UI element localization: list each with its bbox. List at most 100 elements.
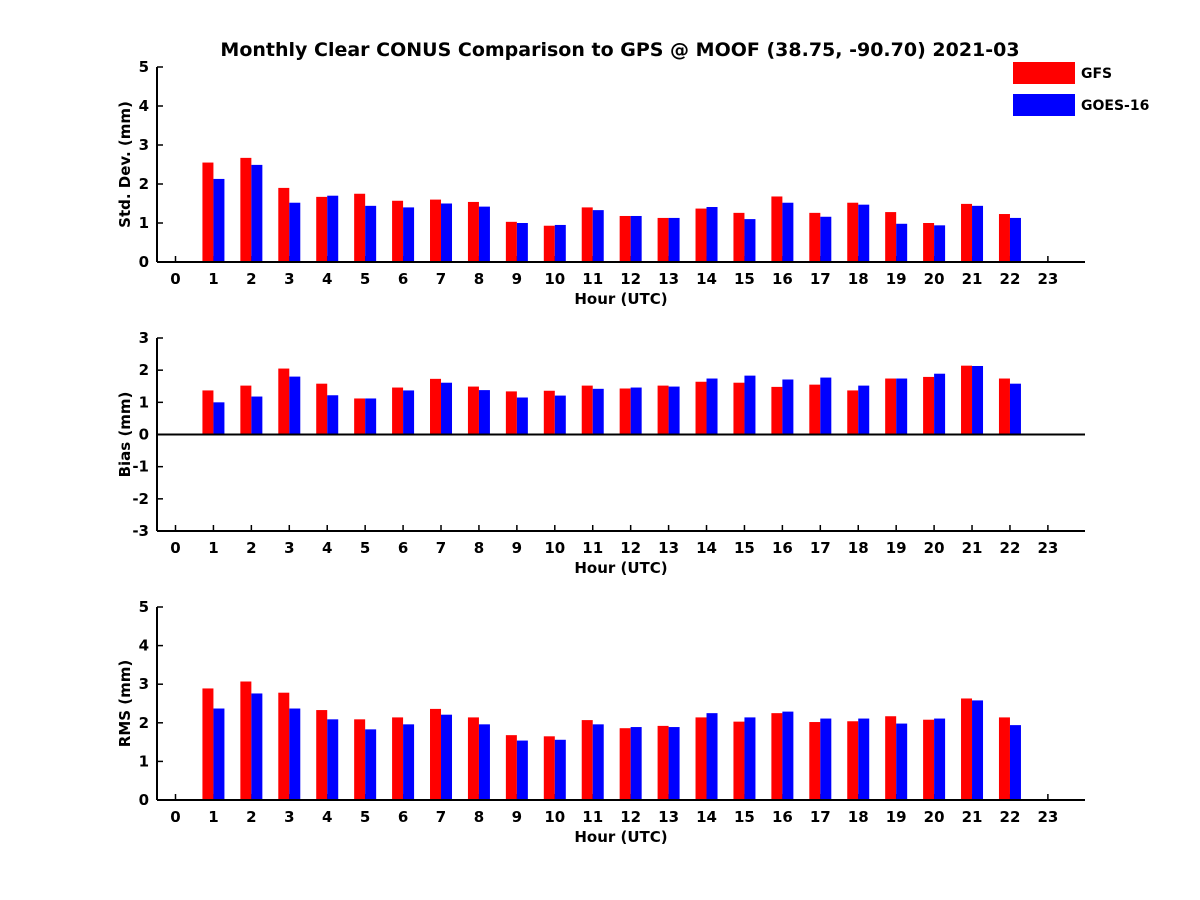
x-tick-label: 16 (772, 808, 793, 826)
bar-goes-16-hour-4 (327, 719, 339, 800)
y-tick-label: -1 (132, 458, 149, 476)
bar-gfs-hour-1 (202, 162, 214, 262)
x-tick-label: 7 (436, 270, 446, 288)
bar-gfs-hour-6 (392, 387, 404, 435)
bar-goes-16-hour-9 (516, 223, 528, 262)
bar-goes-16-hour-4 (327, 195, 339, 262)
bar-gfs-hour-18 (847, 202, 859, 262)
x-tick-label: 6 (398, 808, 408, 826)
y-tick-label: 0 (139, 791, 149, 809)
y-tick-label: 1 (139, 752, 149, 770)
x-tick-label: 19 (886, 539, 907, 557)
y-axis-label: RMS (mm) (116, 660, 134, 747)
x-tick-label: 20 (924, 270, 945, 288)
x-tick-label: 2 (246, 808, 256, 826)
legend-label: GFS (1081, 66, 1112, 82)
bar-gfs-hour-12 (619, 388, 631, 435)
x-tick-label: 11 (582, 539, 603, 557)
bar-goes-16-hour-18 (858, 385, 870, 435)
bar-gfs-hour-20 (923, 719, 935, 800)
legend-swatch-gfs (1013, 62, 1075, 84)
bar-goes-16-hour-18 (858, 718, 870, 800)
x-tick-label: 8 (474, 808, 484, 826)
x-tick-label: 16 (772, 539, 793, 557)
bar-goes-16-hour-5 (365, 205, 377, 262)
bar-goes-16-hour-1 (213, 178, 225, 262)
bar-goes-16-hour-8 (478, 206, 490, 262)
bar-goes-16-hour-19 (896, 378, 908, 435)
bar-gfs-hour-14 (695, 208, 707, 262)
x-tick-label: 22 (1000, 539, 1021, 557)
y-tick-label: -3 (132, 522, 149, 540)
bar-goes-16-hour-14 (706, 713, 718, 800)
bar-gfs-hour-9 (505, 391, 517, 435)
bar-goes-16-hour-17 (820, 377, 832, 435)
bar-gfs-hour-3 (278, 692, 290, 800)
y-tick-label: 0 (139, 253, 149, 271)
x-tick-label: 14 (696, 270, 717, 288)
bar-goes-16-hour-20 (934, 225, 946, 262)
x-tick-label: 3 (284, 270, 294, 288)
bar-gfs-hour-10 (543, 390, 555, 435)
bar-goes-16-hour-22 (1009, 383, 1021, 435)
bar-goes-16-hour-14 (706, 207, 718, 262)
bar-goes-16-hour-9 (516, 397, 528, 435)
bar-goes-16-hour-16 (782, 202, 794, 262)
x-tick-label: 21 (962, 270, 983, 288)
x-tick-label: 10 (544, 539, 565, 557)
bar-gfs-hour-6 (392, 200, 404, 262)
y-tick-label: 1 (139, 393, 149, 411)
legend-swatch-goes-16 (1013, 94, 1075, 116)
x-tick-label: 22 (1000, 808, 1021, 826)
x-tick-label: 5 (360, 270, 370, 288)
bar-gfs-hour-20 (923, 376, 935, 435)
x-tick-label: 3 (284, 808, 294, 826)
bar-gfs-hour-22 (998, 717, 1010, 800)
x-tick-label: 7 (436, 539, 446, 557)
bar-goes-16-hour-11 (592, 724, 604, 800)
x-tick-label: 9 (512, 270, 522, 288)
y-tick-label: 4 (139, 637, 149, 655)
bar-gfs-hour-21 (961, 365, 973, 435)
bar-gfs-hour-18 (847, 721, 859, 800)
x-tick-label: 23 (1037, 270, 1058, 288)
bar-gfs-hour-14 (695, 717, 707, 800)
bar-gfs-hour-12 (619, 215, 631, 262)
y-tick-label: 2 (139, 714, 149, 732)
bar-goes-16-hour-20 (934, 718, 946, 800)
bar-gfs-hour-19 (885, 378, 897, 435)
bar-gfs-hour-2 (240, 385, 252, 435)
x-tick-label: 16 (772, 270, 793, 288)
bar-goes-16-hour-21 (972, 700, 984, 800)
bar-gfs-hour-12 (619, 728, 631, 800)
bar-goes-16-hour-20 (934, 373, 946, 435)
x-tick-label: 10 (544, 270, 565, 288)
bar-goes-16-hour-10 (554, 395, 566, 435)
bar-gfs-hour-4 (316, 196, 328, 262)
bar-gfs-hour-4 (316, 383, 328, 435)
x-tick-label: 6 (398, 270, 408, 288)
bar-gfs-hour-13 (657, 725, 669, 800)
x-tick-label: 2 (246, 270, 256, 288)
x-tick-label: 15 (734, 270, 755, 288)
y-tick-label: 1 (139, 214, 149, 232)
x-tick-label: 5 (360, 808, 370, 826)
legend: GFS GOES-16 (1013, 62, 1149, 116)
bar-goes-16-hour-13 (668, 217, 680, 262)
bar-goes-16-hour-13 (668, 727, 680, 800)
bar-gfs-hour-4 (316, 710, 328, 800)
bar-gfs-hour-19 (885, 716, 897, 800)
bar-gfs-hour-21 (961, 698, 973, 800)
bar-gfs-hour-15 (733, 382, 745, 435)
bar-gfs-hour-5 (354, 398, 366, 435)
bar-goes-16-hour-6 (403, 390, 415, 435)
bar-goes-16-hour-3 (289, 202, 301, 262)
x-tick-label: 19 (886, 270, 907, 288)
bar-goes-16-hour-1 (213, 708, 225, 800)
x-tick-label: 0 (170, 539, 180, 557)
bar-goes-16-hour-6 (403, 207, 415, 262)
bar-goes-16-hour-8 (478, 390, 490, 435)
bar-gfs-hour-8 (467, 717, 479, 800)
x-tick-label: 1 (208, 808, 218, 826)
